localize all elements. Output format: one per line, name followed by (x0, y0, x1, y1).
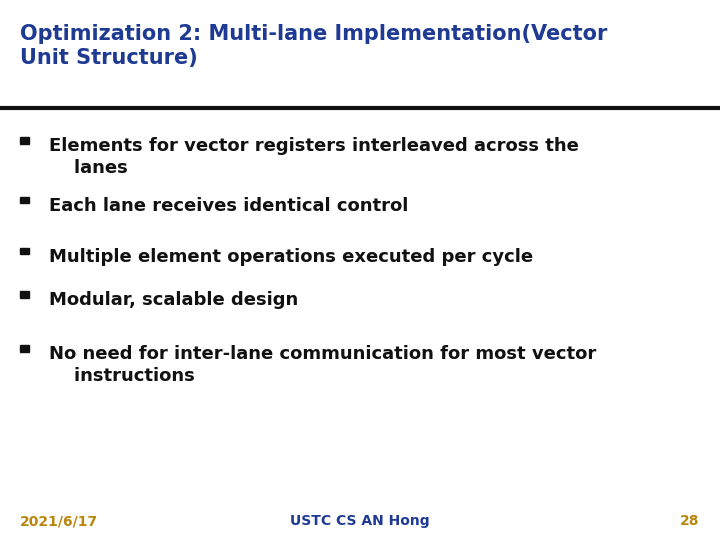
Bar (20, 248, 29, 254)
Text: Elements for vector registers interleaved across the
    lanes: Elements for vector registers interleave… (49, 137, 579, 177)
Text: Multiple element operations executed per cycle: Multiple element operations executed per… (49, 248, 533, 266)
Bar (20, 345, 29, 352)
Text: No need for inter-lane communication for most vector
    instructions: No need for inter-lane communication for… (49, 345, 596, 385)
Bar (20, 137, 29, 144)
Text: 28: 28 (680, 514, 700, 528)
Bar (20, 197, 29, 203)
Text: Each lane receives identical control: Each lane receives identical control (49, 197, 408, 214)
Text: Modular, scalable design: Modular, scalable design (49, 291, 298, 309)
Text: USTC CS AN Hong: USTC CS AN Hong (290, 514, 430, 528)
Text: 2021/6/17: 2021/6/17 (20, 514, 99, 528)
Text: Optimization 2: Multi-lane Implementation(Vector
Unit Structure): Optimization 2: Multi-lane Implementatio… (20, 24, 608, 68)
Bar (20, 291, 29, 298)
